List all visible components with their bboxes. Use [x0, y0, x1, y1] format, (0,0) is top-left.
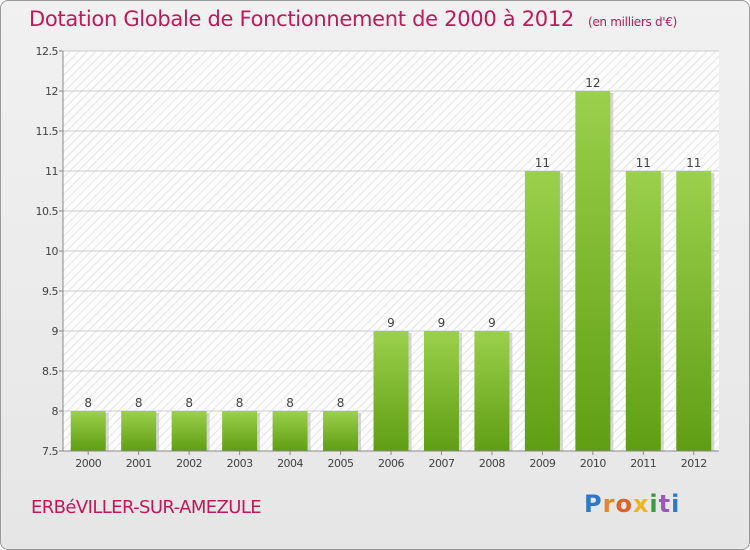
bars: 8 8 8 8 8 8 9 9 9 11 12 11 11 — [70, 76, 715, 451]
bar — [676, 171, 712, 451]
data-label: 8 — [286, 396, 294, 410]
data-label: 11 — [636, 156, 651, 170]
y-tick-label: 11.5 — [36, 125, 59, 138]
y-axis-ticks: 7.5 8 8.5 9 9.5 10 10.5 11 11.5 12 12.5 — [36, 45, 63, 458]
bar — [524, 171, 560, 451]
data-label: 8 — [84, 396, 92, 410]
data-label: 12 — [585, 76, 600, 90]
y-tick-label: 9 — [52, 325, 59, 338]
bar — [323, 411, 359, 451]
x-tick-label: 2006 — [378, 457, 404, 470]
x-tick-label: 2002 — [176, 457, 202, 470]
y-tick-label: 10.5 — [36, 205, 59, 218]
x-tick-label: 2012 — [681, 457, 707, 470]
data-label: 8 — [236, 396, 244, 410]
y-tick-label: 11 — [45, 165, 58, 178]
bar — [171, 411, 207, 451]
y-tick-label: 12.5 — [36, 45, 59, 58]
y-tick-label: 7.5 — [42, 445, 58, 458]
x-tick-label: 2004 — [277, 457, 303, 470]
data-label: 9 — [488, 316, 496, 330]
bar — [70, 411, 106, 451]
data-label: 8 — [185, 396, 193, 410]
x-tick-label: 2008 — [479, 457, 505, 470]
chart-title: Dotation Globale de Fonctionnement de 20… — [29, 7, 677, 31]
data-label: 11 — [686, 156, 701, 170]
data-label: 8 — [337, 396, 345, 410]
bar — [272, 411, 308, 451]
y-tick-label: 8.5 — [42, 365, 58, 378]
x-tick-label: 2010 — [580, 457, 606, 470]
bar — [575, 91, 611, 451]
x-axis-ticks: 2000 2001 2002 2003 2004 2005 2006 2007 2008 2009… — [75, 451, 707, 470]
x-tick-label: 2001 — [126, 457, 152, 470]
chart-unit: (en milliers d'€) — [587, 15, 677, 29]
x-tick-label: 2009 — [529, 457, 555, 470]
x-tick-label: 2007 — [428, 457, 454, 470]
y-tick-label: 12 — [45, 85, 58, 98]
bar — [373, 331, 409, 451]
y-tick-label: 8 — [52, 405, 59, 418]
bar — [625, 171, 661, 451]
chart-title-text: Dotation Globale de Fonctionnement de 20… — [29, 7, 574, 31]
bar — [121, 411, 157, 451]
x-tick-label: 2005 — [328, 457, 354, 470]
data-label: 9 — [438, 316, 446, 330]
x-tick-label: 2003 — [227, 457, 253, 470]
y-tick-label: 9.5 — [42, 285, 58, 298]
data-label: 9 — [387, 316, 395, 330]
x-tick-label: 2011 — [630, 457, 656, 470]
x-tick-label: 2000 — [75, 457, 101, 470]
commune-name: ERBéVILLER-SUR-AMEZULE — [31, 497, 262, 518]
y-tick-label: 10 — [45, 245, 58, 258]
data-label: 8 — [135, 396, 143, 410]
proxiti-logo[interactable]: Proxiti — [584, 490, 681, 518]
bar — [222, 411, 258, 451]
bar — [423, 331, 459, 451]
bar — [474, 331, 510, 451]
data-label: 11 — [535, 156, 550, 170]
